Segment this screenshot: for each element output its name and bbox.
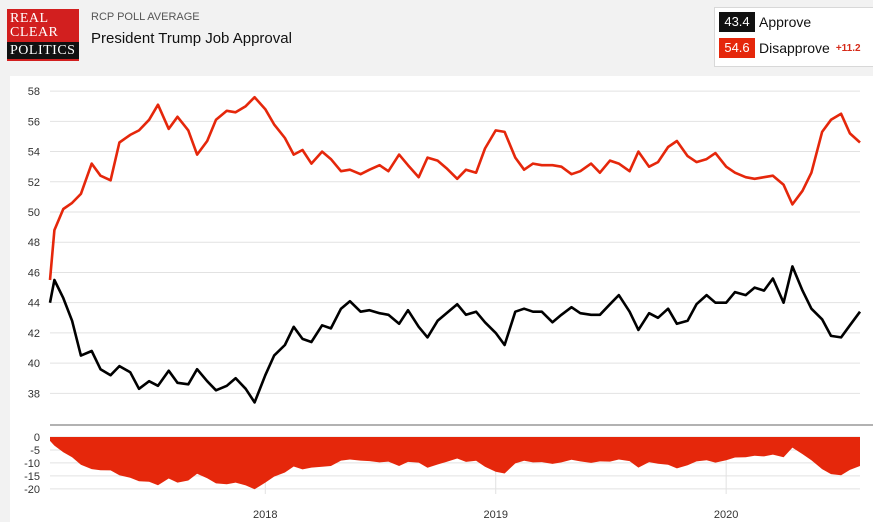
y-tick-label: 52 — [28, 177, 40, 189]
legend-disapprove-value: 54.6 — [719, 38, 755, 58]
y-tick-label: 50 — [28, 207, 40, 219]
legend-approve: 43.4 Approve — [719, 12, 811, 34]
y-tick-label: 48 — [28, 237, 40, 249]
series-line-disapprove — [48, 95, 861, 281]
x-tick-label: 2018 — [253, 509, 277, 521]
spread-y-tick-label: -10 — [24, 458, 40, 470]
x-tick-label: 2020 — [714, 509, 738, 521]
legend-approve-value: 43.4 — [719, 12, 755, 32]
chart-header: REAL CLEAR POLITICS RCP POLL AVERAGE Pre… — [0, 0, 873, 70]
chart-title: President Trump Job Approval — [91, 30, 292, 47]
spread-area — [50, 437, 860, 490]
series-line-approve — [48, 265, 862, 404]
y-tick-label: 40 — [28, 358, 40, 370]
logo-line-3: POLITICS — [7, 42, 79, 59]
realclearpolitics-logo[interactable]: REAL CLEAR POLITICS — [7, 9, 79, 61]
x-tick-label: 2019 — [483, 509, 507, 521]
chart-subtitle: RCP POLL AVERAGE — [91, 11, 200, 23]
y-tick-label: 46 — [28, 267, 40, 279]
spread-y-tick-label: -5 — [30, 445, 40, 457]
legend-approve-label: Approve — [759, 14, 812, 30]
spread-y-tick-label: -20 — [24, 484, 40, 496]
spread-y-tick-label: 0 — [34, 432, 40, 444]
legend-spread-value: +11.2 — [835, 42, 861, 54]
spread-y-tick-label: -15 — [24, 471, 40, 483]
chart-legend: 43.4 Approve 54.6 Disapprove +11.2 — [714, 7, 873, 67]
legend-disapprove: 54.6 Disapprove +11.2 — [719, 38, 861, 60]
approval-chart-svg: 38 40 42 44 46 48 50 52 54 56 58 0-5-10-15-20 2018 20… — [24, 86, 873, 521]
y-tick-label: 38 — [28, 388, 40, 400]
chart-panel: 38 40 42 44 46 48 50 52 54 56 58 0 -5 -10 -15 -20 2018 20… — [10, 76, 873, 522]
y-tick-label: 44 — [28, 298, 40, 310]
y-tick-label: 54 — [28, 147, 40, 159]
logo-line-2: CLEAR — [10, 25, 59, 40]
y-tick-label: 58 — [28, 86, 40, 98]
legend-disapprove-label: Disapprove — [759, 40, 830, 56]
logo-line-1: REAL — [10, 11, 49, 26]
y-tick-label: 56 — [28, 116, 40, 128]
y-tick-label: 42 — [28, 328, 40, 340]
